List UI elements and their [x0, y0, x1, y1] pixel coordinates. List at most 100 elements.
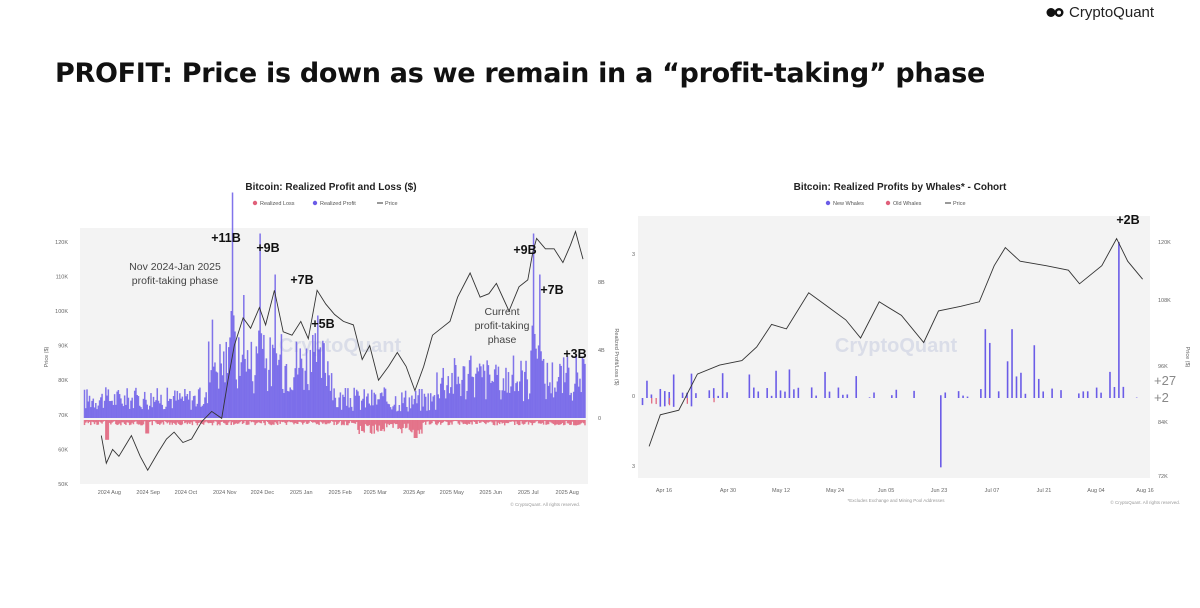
new-whale-bar — [757, 391, 760, 398]
loss-bar — [284, 420, 286, 424]
profit-bar — [234, 331, 236, 418]
loss-bar — [426, 420, 428, 422]
profit-bar — [128, 408, 131, 418]
loss-bar — [140, 420, 142, 426]
profit-bar — [407, 411, 409, 418]
loss-bar — [393, 420, 396, 424]
profit-bar — [241, 354, 244, 418]
loss-bar — [364, 420, 367, 425]
loss-bar — [240, 420, 243, 422]
loss-bar — [422, 420, 424, 423]
profit-bar — [126, 388, 128, 418]
profit-bar — [85, 408, 87, 418]
new-whale-bar — [1095, 387, 1098, 398]
x-tick-7: Jul 21 — [1037, 488, 1052, 494]
loss-bar — [265, 420, 268, 422]
old-whale-bar — [668, 398, 671, 406]
new-whale-bar — [650, 394, 653, 398]
profit-bar — [475, 373, 477, 418]
loss-bar — [121, 420, 123, 423]
profit-bar — [501, 390, 503, 418]
profit-bar — [427, 393, 429, 418]
profit-bar — [477, 371, 480, 418]
loss-bar — [299, 420, 302, 422]
profit-bar — [308, 390, 310, 418]
loss-bar — [250, 420, 253, 423]
loss-bar — [451, 420, 453, 425]
new-whale-bar-neg — [690, 398, 693, 407]
profit-bar — [552, 397, 555, 418]
profit-bar — [512, 355, 515, 418]
loss-bar — [453, 420, 456, 422]
loss-bar — [522, 420, 525, 425]
profit-bar — [96, 409, 98, 418]
loss-bar — [333, 420, 335, 426]
profit-bar — [439, 383, 442, 418]
loss-bar — [403, 420, 406, 424]
profit-bar — [443, 390, 446, 418]
loss-bar — [397, 420, 399, 430]
price-tick-1: 84K — [1158, 420, 1168, 426]
profit-bar — [214, 362, 216, 418]
loss-bar — [304, 420, 307, 422]
loss-bar — [256, 420, 259, 423]
loss-bar — [556, 420, 559, 425]
price-tick-4: 120K — [1158, 240, 1171, 246]
pnl-tick-0: 0 — [598, 416, 601, 422]
profit-bar — [225, 341, 228, 418]
price-tick-3: 80K — [58, 378, 68, 384]
profit-bar — [555, 391, 557, 418]
loss-bar — [337, 420, 339, 424]
profit-bar — [394, 396, 397, 418]
loss-bar — [529, 420, 531, 423]
loss-bar — [118, 420, 121, 424]
profit-bar — [154, 401, 156, 418]
loss-bar — [369, 420, 372, 433]
x-tick-3: 2024 Nov — [213, 490, 237, 496]
new-whale-bar — [815, 395, 817, 398]
loss-bar — [352, 420, 354, 423]
profit-bar — [91, 400, 93, 418]
new-whale-bar — [962, 395, 964, 398]
profit-bar — [231, 192, 234, 418]
profit-bar — [387, 403, 389, 418]
loss-bar — [216, 420, 219, 426]
profit-bar — [103, 400, 106, 418]
loss-bar — [310, 420, 313, 422]
loss-bar — [180, 420, 182, 426]
profit-bar — [211, 319, 214, 418]
profit-bar — [516, 381, 519, 418]
profit-bar — [396, 411, 398, 418]
profit-bar — [581, 357, 584, 418]
new-whale-bar — [659, 388, 662, 398]
old-whale-bar — [686, 398, 688, 404]
new-whale-bar — [797, 387, 800, 398]
profit-bar — [519, 381, 521, 418]
loss-bar — [315, 420, 318, 425]
loss-bar — [194, 420, 196, 422]
legend-label-1: Old Whales — [893, 201, 922, 207]
loss-bar — [125, 420, 127, 425]
profit-bar — [155, 400, 157, 418]
new-whale-bar — [1082, 391, 1085, 398]
loss-bar — [112, 420, 115, 422]
profit-bar — [138, 405, 141, 418]
profit-bar — [174, 390, 176, 418]
profit-bar — [285, 363, 288, 418]
profit-bar — [345, 405, 348, 418]
watermark: CryptoQuant — [835, 335, 958, 357]
profit-bar — [406, 406, 408, 418]
loss-bar — [374, 420, 377, 425]
profit-bar — [372, 405, 374, 418]
loss-bar — [394, 420, 397, 425]
note-line-1-0: Current — [484, 306, 519, 318]
profit-bar — [463, 366, 466, 418]
profit-bar — [235, 379, 238, 418]
new-whale-bar-neg — [659, 398, 662, 407]
profit-bar — [279, 354, 281, 418]
loss-bar — [539, 420, 541, 424]
legend-label-0: New Whales — [833, 201, 864, 207]
loss-bar — [111, 420, 113, 423]
annotation-label-0: +2B — [1116, 213, 1139, 227]
price-tick-2: 96K — [1158, 364, 1168, 370]
